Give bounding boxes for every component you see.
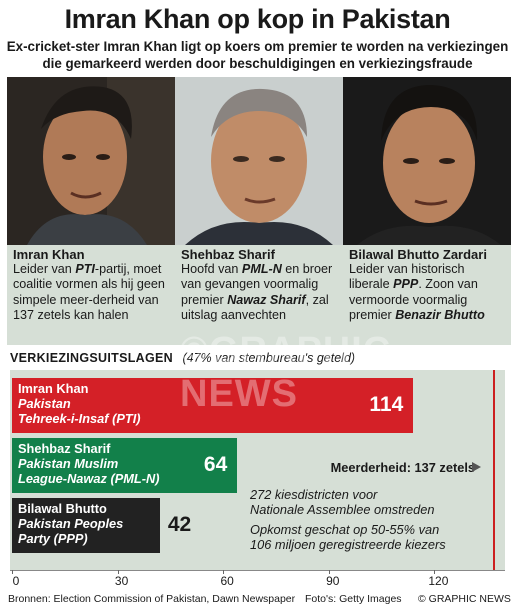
copyright: © GRAPHIC NEWS — [418, 593, 511, 605]
photo-credit: Foto's: Getty Images — [305, 593, 402, 605]
candidate-card-bilawal-bhutto: Bilawal Bhutto Zardari Leider van histor… — [343, 245, 511, 345]
candidate-description: Leider van historisch liberale PPP. Zoon… — [349, 262, 485, 322]
bar-shehbaz-sharif: Shehbaz Sharif Pakistan Muslim League-Na… — [12, 438, 238, 493]
bar-value-outside: 42 — [167, 513, 192, 536]
x-tick — [223, 570, 225, 574]
candidate-description: Hoofd van PML-N en broer van gevangen vo… — [181, 262, 333, 322]
x-tick-label: 60 — [220, 574, 234, 588]
bar-imran-khan: Imran Khan Pakistan Tehreek-i-Insaf (PTI… — [12, 378, 414, 433]
x-tick — [434, 570, 436, 574]
x-tick-label: 90 — [326, 574, 340, 588]
photo-imran-khan — [7, 77, 175, 245]
sources: Bronnen: Election Commission of Pakistan… — [8, 593, 296, 605]
bar-label-name: Imran Khan — [18, 381, 89, 396]
candidate-name: Bilawal Bhutto Zardari — [349, 247, 487, 262]
candidate-card-shehbaz-sharif: Shehbaz Sharif Hoofd van PML-N en broer … — [175, 245, 343, 345]
subtitle: Ex-cricket-ster Imran Khan ligt op koers… — [0, 38, 515, 72]
photo-bilawal-bhutto — [343, 77, 511, 245]
bar-label-name: Bilawal Bhutto — [18, 501, 107, 516]
majority-label: Meerderheid: 137 zetels — [330, 460, 475, 475]
candidate-description: Leider van PTI-partij, moet coalitie vor… — [13, 262, 165, 322]
x-tick-label: 30 — [114, 574, 129, 588]
bar-value: 64 — [203, 453, 228, 476]
page-title: Imran Khan op kop in Pakistan — [64, 4, 451, 34]
majority-line — [493, 370, 496, 570]
x-axis — [10, 570, 505, 571]
info-districts: 272 kiesdistricten voor Nationale Assemb… — [250, 487, 435, 517]
candidate-card-imran-khan: Imran Khan Leider van PTI-partij, moet c… — [7, 245, 175, 345]
subtitle-line-2: die gemarkeerd werden door beschuldiging… — [42, 56, 473, 71]
bar-label-party: Pakistan Peoples Party (PPP) — [18, 516, 124, 546]
bar-bilawal-bhutto: Bilawal Bhutto Pakistan Peoples Party (P… — [12, 498, 160, 553]
x-tick-label: 0 — [12, 574, 20, 588]
results-section-title: Verkiezingsuitslagen (47% van stembureau… — [10, 351, 355, 365]
majority-arrow-icon — [472, 462, 481, 472]
results-heading: Verkiezingsuitslagen — [10, 351, 173, 365]
candidate-name: Shehbaz Sharif — [181, 247, 275, 262]
bar-value: 114 — [369, 393, 404, 416]
results-note: (47% van stembureau's geteld) — [182, 351, 356, 365]
photo-shehbaz-sharif — [175, 77, 343, 245]
info-turnout: Opkomst geschat op 50-55% van 106 miljoe… — [250, 522, 446, 552]
subtitle-line-1: Ex-cricket-ster Imran Khan ligt op koers… — [6, 39, 509, 54]
bar-label-party: Pakistan Tehreek-i-Insaf (PTI) — [18, 396, 141, 426]
candidate-name: Imran Khan — [13, 247, 85, 262]
x-tick-label: 120 — [428, 574, 449, 588]
bar-label-name: Shehbaz Sharif — [18, 441, 111, 456]
x-tick — [117, 570, 119, 574]
bar-label-party: Pakistan Muslim League-Nawaz (PML-N) — [18, 456, 160, 486]
x-tick — [12, 570, 13, 574]
x-tick — [328, 570, 330, 574]
